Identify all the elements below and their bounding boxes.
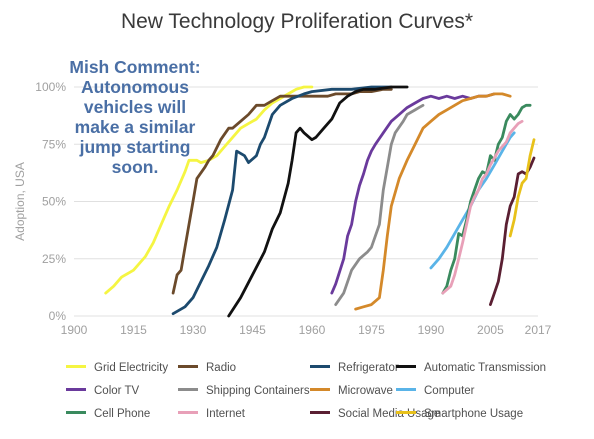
legend-item: Internet (178, 408, 245, 420)
annotation-line: jump starting (79, 137, 191, 157)
legend-item: Radio (178, 362, 236, 374)
legend-label: Automatic Transmission (424, 362, 547, 374)
series-line-color-tv (330, 92, 496, 295)
legend-swatch (310, 388, 330, 392)
annotation-line: make a similar (74, 117, 196, 137)
legend-label: Refrigerator (338, 362, 399, 374)
annotation-line: Autonomous (81, 77, 189, 97)
x-tick-label: 2017 (525, 323, 552, 337)
legend-label: Radio (206, 362, 237, 374)
legend-item: Social Media Usage (310, 408, 440, 420)
y-tick-label: 50% (42, 195, 66, 209)
legend-item: Cell Phone (66, 408, 150, 420)
x-tick-label: 1975 (358, 323, 385, 337)
y-tick-label: 100% (35, 80, 66, 94)
annotation-text: Mish Comment: Autonomous vehicles will make… (42, 57, 228, 177)
legend-swatch (66, 365, 86, 369)
legend-item: Refrigerator (310, 362, 399, 374)
legend-label: Microwave (338, 385, 393, 397)
series-line-smartphone-usage (508, 138, 536, 238)
legend-label: Cell Phone (94, 408, 151, 420)
x-tick-label: 1990 (418, 323, 445, 337)
legend-item: Computer (396, 385, 475, 397)
y-tick-label: 75% (42, 137, 66, 151)
legend-item: Smartphone Usage (396, 408, 523, 420)
legend-label: Grid Electricity (94, 362, 169, 374)
annotation-line: soon. (111, 157, 159, 177)
legend-label: Shipping Containers (206, 385, 310, 397)
x-tick-label: 1900 (61, 323, 88, 337)
x-tick-label: 2005 (477, 323, 504, 337)
legend-label: Social Media Usage (338, 408, 441, 420)
legend-item: Automatic Transmission (396, 362, 546, 374)
x-tick-label: 1915 (120, 323, 147, 337)
legend-item: Microwave (310, 385, 393, 397)
legend-swatch (178, 365, 198, 369)
legend-swatch (66, 388, 86, 392)
legend-swatch (178, 411, 198, 415)
y-tick-label: 0% (49, 309, 67, 323)
series-line-shipping-containers (334, 103, 425, 307)
annotation-line: vehicles will (83, 97, 187, 117)
legend-swatch (310, 365, 330, 369)
x-tick-label: 1930 (180, 323, 207, 337)
legend-label: Computer (424, 385, 475, 397)
chart-title: New Technology Proliferation Curves* (120, 10, 474, 33)
legend-label: Smartphone Usage (424, 408, 524, 420)
legend-item: Color TV (66, 385, 139, 397)
series-line-automatic-transmission (227, 85, 409, 318)
x-tick-label: 1945 (239, 323, 266, 337)
legend-item: Grid Electricity (66, 362, 168, 374)
series-line-microwave (354, 92, 512, 311)
legend-label: Color TV (94, 385, 140, 397)
legend-label: Internet (206, 408, 245, 420)
legend-item: Shipping Containers (178, 385, 310, 397)
series-line-radio (171, 87, 393, 295)
series-line-refrigerator (171, 85, 393, 316)
legend-swatch (178, 388, 198, 392)
annotation-line: Mish Comment: (69, 57, 201, 77)
y-tick-label: 25% (42, 252, 66, 266)
legend-swatch (396, 388, 416, 392)
series-line-internet (441, 119, 524, 295)
legend-swatch (66, 411, 86, 415)
legend-swatch (396, 411, 416, 415)
legend-swatch (396, 365, 416, 369)
x-tick-label: 1960 (299, 323, 326, 337)
legend-swatch (310, 411, 330, 415)
y-axis-label: Adoption, USA (13, 162, 27, 241)
